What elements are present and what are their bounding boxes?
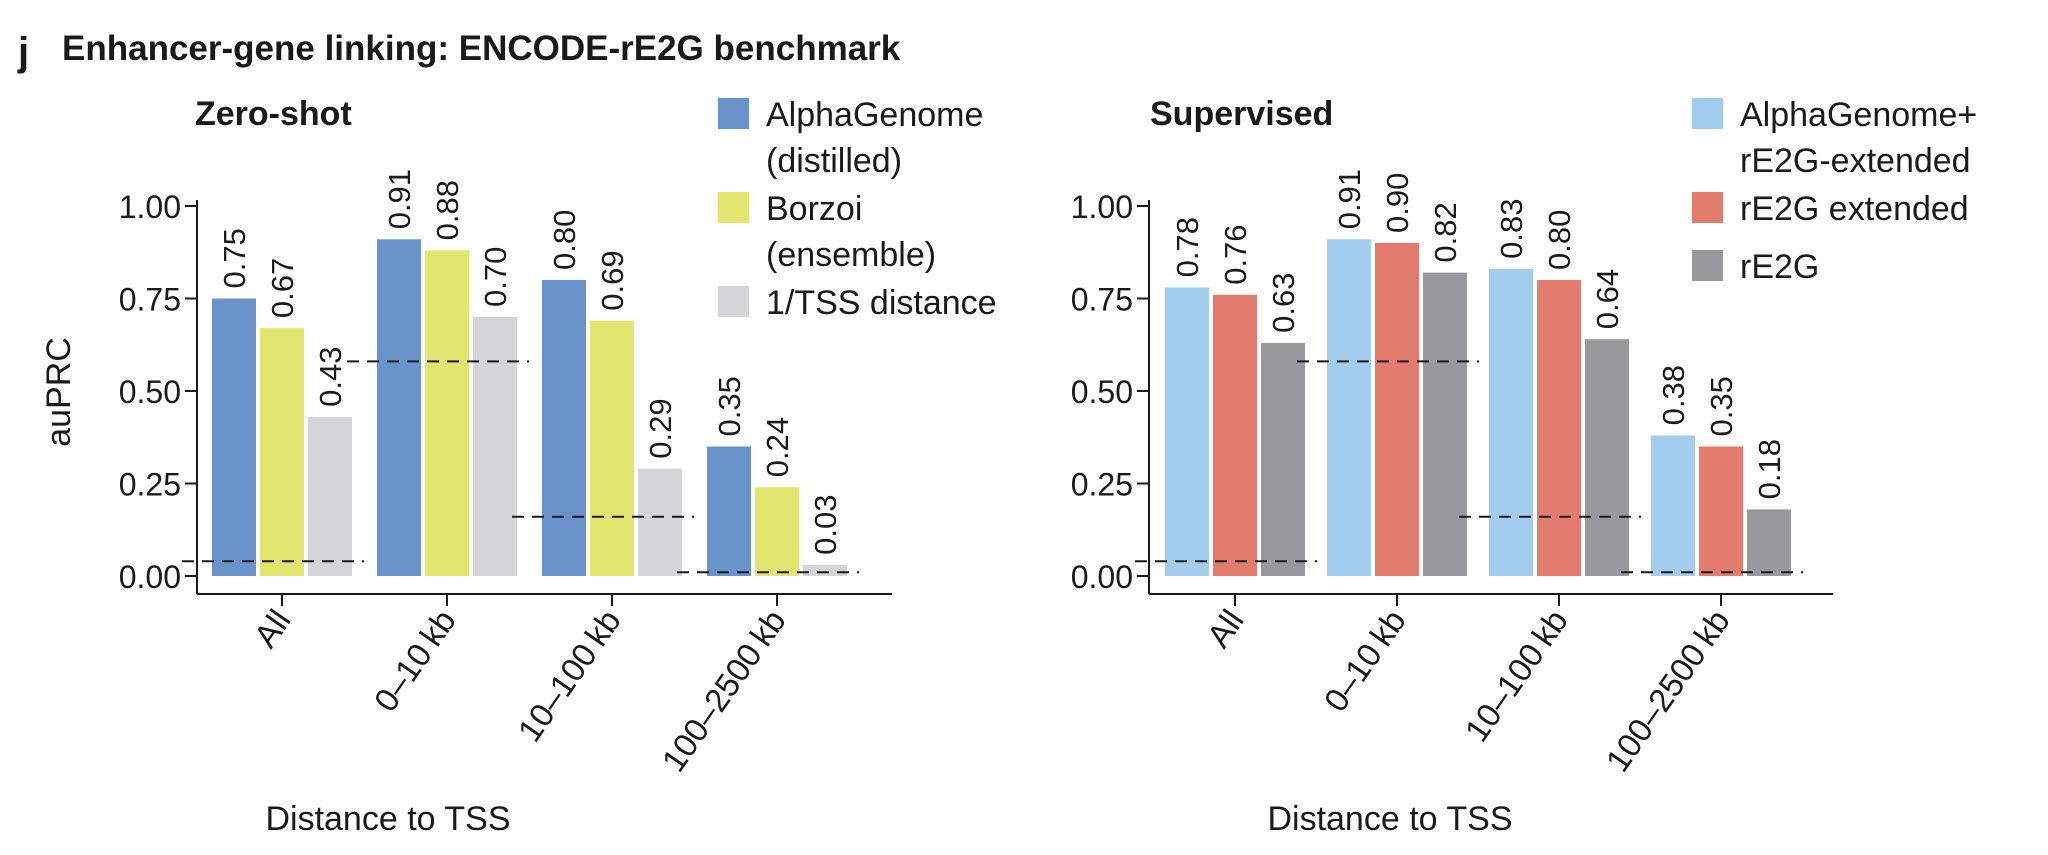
value-label: 0.38 — [1656, 365, 1691, 425]
value-label: 0.76 — [1218, 224, 1253, 284]
bar-re2g-extended-0-10-kb — [1375, 243, 1419, 576]
value-label: 0.82 — [1428, 202, 1463, 262]
legend-label: 1/TSS distance — [766, 284, 997, 322]
bar-borzoi-ensemble-all — [260, 328, 304, 576]
value-label: 0.64 — [1590, 269, 1625, 329]
legend: AlphaGenome (distilled) Borzoi (ensemble) 1/… — [718, 96, 997, 322]
bar-alphagenome-re2g-extended-all — [1165, 287, 1209, 576]
value-label: 0.91 — [382, 169, 417, 229]
value-label: 0.70 — [478, 247, 513, 307]
value-label: 0.24 — [760, 417, 795, 477]
bar-re2g-all — [1261, 342, 1305, 576]
legend-label: rE2G extended — [1740, 190, 1969, 228]
bar-re2g-0-10-kb — [1423, 272, 1467, 576]
value-label: 0.67 — [265, 258, 300, 318]
legend-swatch-1-tss-distance — [718, 286, 749, 317]
value-label: 0.35 — [712, 376, 747, 436]
bar-borzoi-ensemble-100-2500-kb — [755, 487, 799, 576]
x-tick-label: 0–10 kb — [1317, 603, 1413, 718]
bar-borzoi-ensemble-10-100-kb — [590, 320, 634, 576]
bars — [1165, 239, 1791, 577]
value-label: 0.90 — [1380, 173, 1415, 233]
panel-letter: j — [17, 30, 29, 74]
value-label: 0.29 — [643, 398, 678, 458]
bar-re2g-10-100-kb — [1585, 339, 1629, 576]
y-tick-label: 1.00 — [119, 189, 181, 225]
legend-label: (distilled) — [766, 142, 902, 180]
value-label: 0.18 — [1752, 439, 1787, 499]
x-tick-label: All — [1199, 603, 1250, 654]
bar-borzoi-ensemble-0-10-kb — [425, 250, 469, 576]
supervised-chart: Supervised Distance to TSS 0.00 0.25 0.50 0… — [1071, 95, 1978, 838]
value-labels: 0.78 0.76 0.63 0.91 0.90 0.82 0.83 0.80 0.64 0.38… — [1170, 169, 1787, 499]
legend-swatch-borzoi-ensemble — [718, 192, 749, 223]
value-label: 0.03 — [808, 495, 843, 555]
x-tick-label: 10–100 kb — [1457, 603, 1574, 748]
bar-alphagenome-distilled-0-10-kb — [377, 239, 421, 577]
value-label: 0.91 — [1332, 169, 1367, 229]
y-tick-label: 0.75 — [119, 282, 181, 318]
value-label: 0.88 — [430, 180, 465, 240]
y-tick-label: 0.25 — [1071, 467, 1133, 503]
bar-1-tss-distance-all — [308, 416, 352, 576]
bar-alphagenome-distilled-all — [212, 298, 256, 576]
bar-alphagenome-re2g-extended-0-10-kb — [1327, 239, 1371, 577]
legend-label: rE2G-extended — [1740, 142, 1971, 180]
legend-label: AlphaGenome — [766, 96, 983, 134]
x-axis-label: Distance to TSS — [265, 800, 510, 838]
bar-re2g-extended-all — [1213, 294, 1257, 576]
bar-1-tss-distance-0-10-kb — [473, 317, 517, 576]
legend-swatch-alphagenome-distilled — [718, 98, 749, 129]
legend-label: AlphaGenome+ — [1740, 96, 1977, 134]
y-tick-label: 0.25 — [119, 467, 181, 503]
value-label: 0.63 — [1266, 273, 1301, 333]
value-labels: 0.75 0.67 0.43 0.91 0.88 0.70 0.80 0.69 0.29 0.35… — [217, 169, 843, 555]
bar-1-tss-distance-100-2500-kb — [803, 564, 847, 576]
legend-label: Borzoi — [766, 190, 862, 228]
bar-alphagenome-re2g-extended-100-2500-kb — [1651, 435, 1695, 576]
x-axis-label: Distance to TSS — [1267, 800, 1512, 838]
bar-alphagenome-re2g-extended-10-100-kb — [1489, 268, 1533, 576]
value-label: 0.35 — [1704, 376, 1739, 436]
bar-re2g-extended-10-100-kb — [1537, 280, 1581, 576]
legend-label: rE2G — [1740, 248, 1819, 286]
value-label: 0.80 — [547, 210, 582, 270]
y-tick-label: 0.00 — [1071, 559, 1133, 595]
bar-re2g-extended-100-2500-kb — [1699, 446, 1743, 576]
bar-re2g-100-2500-kb — [1747, 509, 1791, 576]
x-tick-label: 10–100 kb — [510, 603, 627, 748]
legend-swatch-re2g — [1692, 250, 1723, 281]
value-label: 0.75 — [217, 228, 252, 288]
legend: AlphaGenome+ rE2G-extended rE2G extended rE… — [1692, 96, 1977, 286]
x-tick-label: 0–10 kb — [367, 603, 463, 718]
baselines — [1135, 360, 1803, 574]
figure-title: Enhancer-gene linking: ENCODE-rE2G bench… — [62, 29, 901, 68]
bar-alphagenome-distilled-10-100-kb — [542, 280, 586, 576]
y-tick-label: 0.50 — [119, 374, 181, 410]
zero-shot-chart: Zero-shot auPRC Distance to TSS 0.00 0.25… — [40, 95, 997, 838]
bar-alphagenome-distilled-100-2500-kb — [707, 446, 751, 576]
value-label: 0.69 — [595, 250, 630, 310]
value-label: 0.83 — [1494, 199, 1529, 259]
y-axis-label: auPRC — [40, 337, 78, 447]
legend-swatch-re2g-extended — [1692, 192, 1723, 223]
value-label: 0.43 — [313, 347, 348, 407]
y-tick-label: 0.00 — [119, 559, 181, 595]
chart-title: Zero-shot — [195, 95, 352, 133]
x-tick-label: All — [246, 603, 297, 654]
baselines — [182, 360, 859, 574]
legend-swatch-alphagenome-re2g-extended — [1692, 98, 1723, 129]
y-tick-label: 0.50 — [1071, 374, 1133, 410]
bars — [212, 239, 847, 577]
bar-1-tss-distance-10-100-kb — [638, 468, 682, 576]
y-tick-label: 0.75 — [1071, 282, 1133, 318]
x-tick-label: 100–2500 kb — [654, 603, 792, 778]
value-label: 0.78 — [1170, 217, 1205, 277]
y-tick-label: 1.00 — [1071, 189, 1133, 225]
value-label: 0.80 — [1542, 210, 1577, 270]
chart-title: Supervised — [1150, 95, 1333, 133]
legend-label: (ensemble) — [766, 236, 936, 274]
x-tick-label: 100–2500 kb — [1598, 603, 1736, 778]
